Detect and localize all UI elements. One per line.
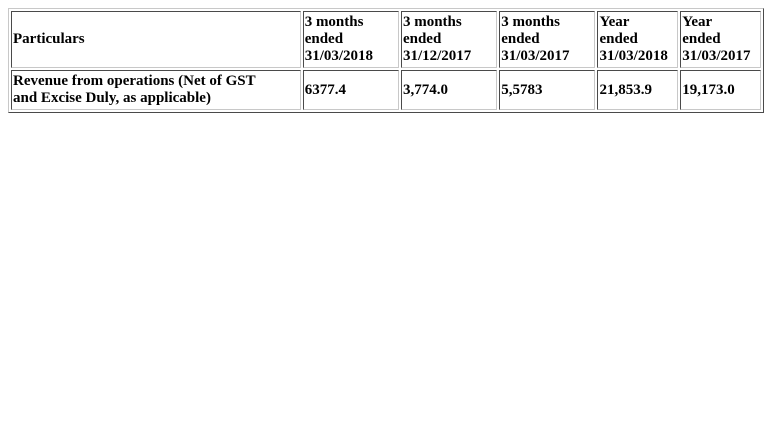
header-col-5-line2: ended bbox=[682, 31, 721, 47]
row-value-col-5: 19,173.0 bbox=[680, 70, 761, 110]
table-header-row: Particulars 3 months ended 31/03/2018 3 … bbox=[11, 11, 761, 68]
row-particulars-line1: Revenue from operations (Net of GST bbox=[13, 73, 256, 89]
header-particulars: Particulars bbox=[11, 11, 301, 68]
header-col-1: 3 months ended 31/03/2018 bbox=[302, 11, 399, 68]
header-col-4-line2: ended bbox=[599, 31, 638, 47]
header-col-1-line3: 31/03/2018 bbox=[304, 48, 374, 64]
header-col-3-line2: ended bbox=[501, 31, 540, 47]
header-col-3-line1: 3 months bbox=[501, 14, 560, 30]
header-col-4-line1: Year bbox=[599, 14, 630, 30]
header-col-5-line3: 31/03/2017 bbox=[682, 48, 751, 64]
header-col-5-line1: Year bbox=[682, 14, 713, 30]
header-col-2: 3 months ended 31/12/2017 bbox=[400, 11, 498, 68]
table-row: Revenue from operations (Net of GST and … bbox=[11, 70, 761, 110]
header-col-3-line3: 31/03/2017 bbox=[501, 48, 570, 64]
row-value-col-3: 5,5783 bbox=[499, 70, 596, 110]
header-col-3: 3 months ended 31/03/2017 bbox=[499, 11, 596, 68]
header-col-2-line2: ended bbox=[402, 31, 442, 47]
header-col-2-line1: 3 months bbox=[402, 14, 462, 30]
row-particulars: Revenue from operations (Net of GST and … bbox=[11, 70, 301, 110]
header-col-4-line3: 31/03/2018 bbox=[599, 48, 668, 64]
row-value-col-2: 3,774.0 bbox=[400, 70, 498, 110]
header-col-2-line3: 31/12/2017 bbox=[402, 48, 472, 64]
header-col-5: Year ended 31/03/2017 bbox=[680, 11, 761, 68]
financial-results-table: Particulars 3 months ended 31/03/2018 3 … bbox=[8, 8, 764, 113]
header-col-1-line1: 3 months bbox=[304, 14, 364, 30]
row-value-col-1: 6377.4 bbox=[302, 70, 399, 110]
row-value-col-4: 21,853.9 bbox=[597, 70, 679, 110]
header-col-4: Year ended 31/03/2018 bbox=[597, 11, 679, 68]
header-col-1-line2: ended bbox=[304, 31, 344, 47]
row-particulars-line2: and Excise Duly, as applicable) bbox=[13, 90, 211, 106]
